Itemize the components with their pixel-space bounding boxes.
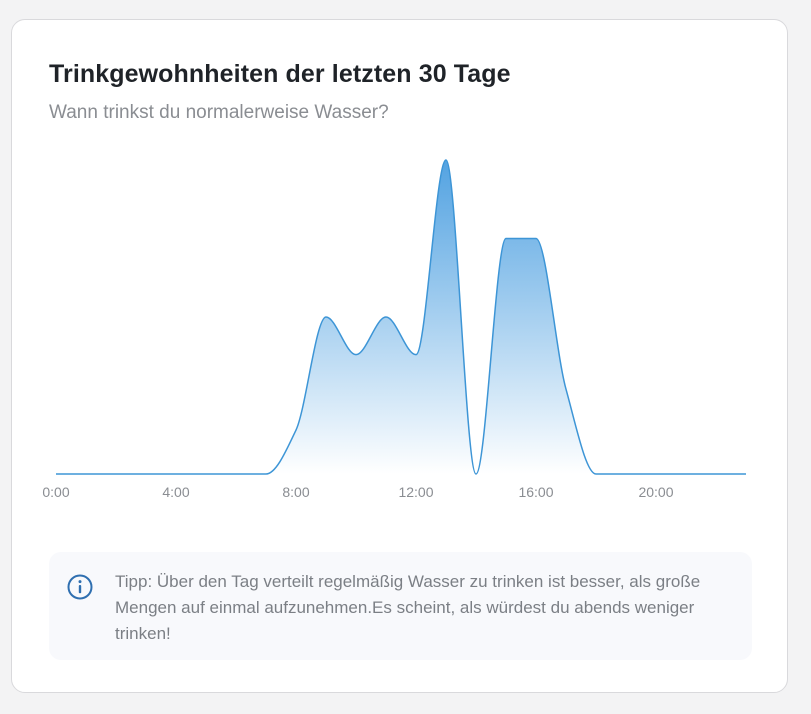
x-tick-label: 0:00	[42, 484, 69, 500]
card-subtitle: Wann trinkst du normalerweise Wasser?	[49, 102, 389, 123]
series-line	[55, 159, 746, 475]
tip-box: Tipp: Über den Tag verteilt regelmäßig W…	[49, 552, 752, 660]
x-tick-label: 12:00	[398, 484, 433, 500]
tip-text: Tipp: Über den Tag verteilt regelmäßig W…	[115, 572, 701, 643]
x-tick-label: 4:00	[162, 484, 189, 500]
x-tick-label: 8:00	[282, 484, 309, 500]
series-area	[56, 160, 746, 474]
info-icon	[67, 574, 93, 600]
drinking-habits-card: Trinkgewohnheiten der letzten 30 Tage Wa…	[11, 19, 788, 693]
drinking-area-chart: 0:00 4:00 8:00 12:00 16:00 20:00	[42, 159, 746, 500]
card-title: Trinkgewohnheiten der letzten 30 Tage	[49, 60, 511, 88]
x-tick-label: 20:00	[638, 484, 673, 500]
x-tick-label: 16:00	[518, 484, 553, 500]
